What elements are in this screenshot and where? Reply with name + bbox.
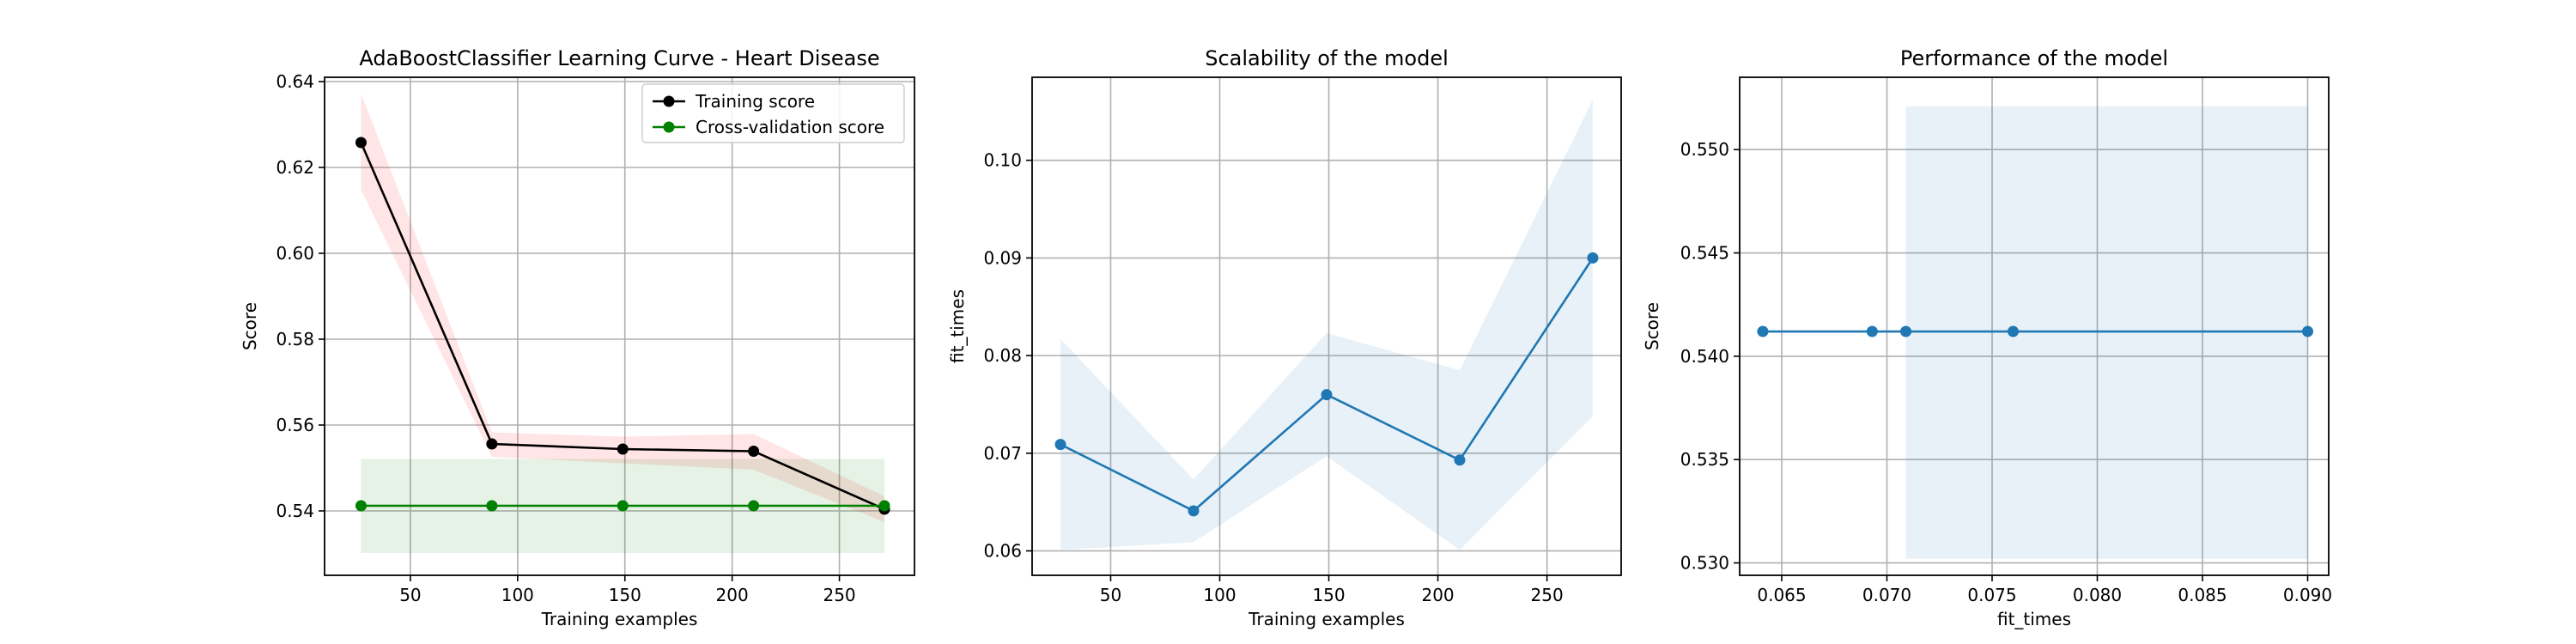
series-0-point: [1054, 439, 1066, 451]
series-0-point: [2302, 325, 2313, 337]
y-tick-label: 0.09: [983, 247, 1022, 268]
series-0-point: [1900, 325, 1912, 337]
x-tick-label: 150: [1312, 585, 1345, 605]
axes-frame: [324, 76, 915, 576]
legend-box: [641, 83, 905, 143]
x-tick-label: 250: [823, 585, 855, 605]
legend-label-1: Cross-validation score: [696, 117, 884, 137]
series-1-point: [878, 500, 890, 512]
chart-title: Scalability of the model: [1205, 46, 1449, 70]
x-tick-label: 250: [1531, 585, 1564, 605]
series-0-point: [1321, 389, 1333, 401]
y-tick-label: 0.550: [1680, 139, 1729, 160]
series-0-point: [748, 446, 760, 457]
y-tick-label: 0.58: [276, 329, 314, 349]
x-tick-label: 0.070: [1862, 585, 1911, 605]
series-0-point: [486, 438, 498, 450]
legend-marker-0: [663, 95, 675, 107]
y-axis-label: Score: [240, 302, 260, 350]
y-tick-label: 0.06: [983, 541, 1022, 562]
x-tick-label: 0.080: [2073, 585, 2122, 605]
series-1-point: [617, 500, 629, 512]
series-0-point: [1757, 325, 1769, 337]
chart-title: Performance of the model: [1900, 46, 2168, 70]
scalability-panel: 50 100 150 200 250 0.06 0.07 0.08 0.09 0.10 Scalab…: [947, 46, 1622, 629]
x-axis-label: Training examples: [541, 609, 698, 629]
x-tick-label: 50: [399, 585, 421, 605]
x-tick-label: 50: [1100, 585, 1121, 605]
x-tick-label: 100: [501, 585, 534, 605]
series-1-point: [355, 500, 367, 512]
x-tick-label: 0.075: [1967, 585, 2016, 605]
x-tick-label: 100: [1203, 585, 1236, 605]
series-0-point: [355, 137, 367, 149]
y-tick-label: 0.56: [276, 415, 314, 435]
axes-frame: [1031, 76, 1622, 576]
learning-curve-panel: 50 100 150 200 250 0.54 0.56 0.58 0.60 0.62 0.64 Ad…: [240, 46, 915, 629]
legend-marker-1: [663, 121, 675, 133]
series-0-point: [1454, 454, 1466, 466]
y-tick-label: 0.10: [983, 150, 1022, 171]
legend-label-0: Training score: [695, 91, 815, 112]
x-axis-label: fit_times: [1997, 609, 2071, 629]
y-tick-label: 0.540: [1680, 346, 1729, 367]
x-tick-label: 200: [1421, 585, 1454, 605]
series-1-point: [748, 500, 760, 512]
y-tick-label: 0.64: [276, 71, 314, 92]
y-tick-label: 0.07: [983, 443, 1022, 464]
series-0-point: [2008, 325, 2019, 337]
series-1-point: [486, 500, 498, 512]
y-tick-label: 0.545: [1680, 243, 1729, 264]
y-tick-label: 0.08: [983, 345, 1022, 366]
y-tick-label: 0.60: [276, 243, 314, 264]
x-tick-label: 200: [716, 585, 749, 605]
x-tick-label: 150: [609, 585, 641, 605]
y-axis-label: fit_times: [947, 289, 968, 363]
series-0-point: [1188, 505, 1200, 517]
y-tick-label: 0.535: [1680, 449, 1729, 470]
series-0-confidence-band: [361, 94, 885, 522]
x-axis-label: Training examples: [1248, 609, 1405, 629]
y-axis-label: Score: [1642, 302, 1662, 350]
performance-panel: 0.065 0.070 0.075 0.080 0.085 0.090 0.530 0.535…: [1642, 46, 2332, 629]
series-0-point: [617, 443, 629, 455]
x-tick-label: 0.065: [1757, 585, 1806, 605]
x-tick-label: 0.085: [2178, 585, 2227, 605]
y-tick-label: 0.54: [276, 501, 314, 521]
y-tick-label: 0.62: [276, 157, 314, 178]
series-0-point: [1866, 325, 1878, 337]
chart-title: AdaBoostClassifier Learning Curve - Hear…: [359, 46, 879, 70]
series-0-point: [1587, 252, 1599, 264]
series-0-confidence-band: [1060, 100, 1593, 550]
x-tick-label: 0.090: [2283, 585, 2332, 605]
axes-frame: [1739, 76, 2330, 576]
y-tick-label: 0.530: [1680, 553, 1729, 574]
